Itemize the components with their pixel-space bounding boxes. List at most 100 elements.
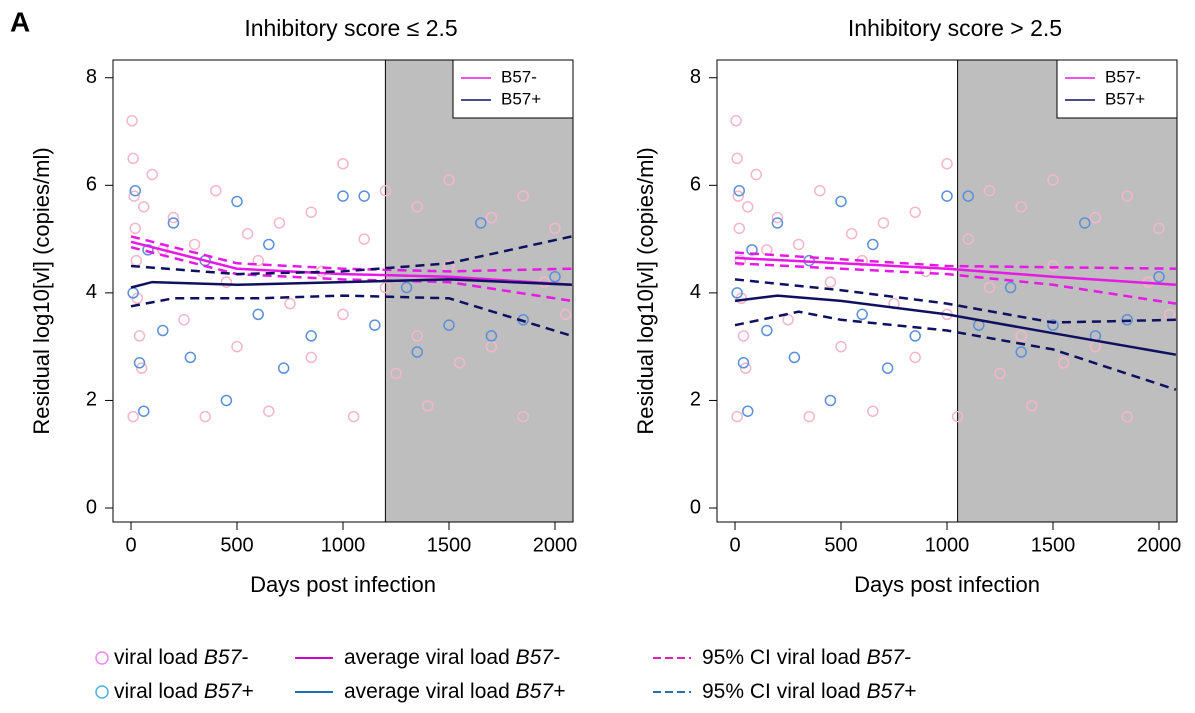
data-point [252,254,264,267]
data-point [835,340,847,353]
data-point [739,362,752,374]
x-axis-label: Days post infection [854,572,1040,597]
data-point [731,152,743,165]
ci-line [734,251,1176,270]
data-point [733,222,746,235]
footer-legend-label: 95% CI viral load B57+ [702,680,916,703]
data-point [231,340,243,353]
footer-legend-label: average viral load B57+ [344,680,565,703]
data-point [400,281,413,294]
data-point [814,184,826,197]
mean-line [130,278,572,289]
data-point [941,190,953,202]
footer-legend-italic: B57+ [204,680,254,703]
data-point [411,201,423,213]
data-point [390,367,402,380]
data-point [741,201,754,213]
data-point [517,190,529,202]
data-point [128,190,140,202]
data-point [231,195,243,208]
data-point [741,405,754,417]
data-point [1015,201,1027,213]
data-point [129,222,142,235]
data-point [1089,211,1102,224]
data-point [263,405,275,417]
ci-line [130,294,573,338]
y-tick-label: 6 [86,174,97,196]
x-tick-label: 1000 [925,534,970,556]
data-point [220,394,233,407]
data-point [761,324,773,337]
legend-box [1056,59,1178,119]
y-axis-label: Residual log10[vl] (copies/ml) [29,147,54,434]
y-tick-label: 2 [86,389,97,411]
data-point [1153,270,1165,283]
legend-label: B57- [1105,67,1141,86]
data-point [358,233,370,245]
data-point [273,217,286,229]
mean-line [734,294,1177,356]
legend-marker [95,685,109,699]
data-point [337,158,349,170]
data-point [983,281,996,294]
data-point [127,410,139,423]
data-point [422,400,434,412]
data-point [881,362,894,374]
y-axis-label: Residual log10[vl] (copies/ml) [633,147,658,434]
footer-legend-text: viral load [114,646,204,669]
data-point [909,206,921,218]
data-point [305,330,317,342]
data-point [559,308,572,321]
data-point [167,211,180,224]
footer-legend-italic: B57- [867,646,911,669]
footer-legend-label: average viral load B57- [344,646,560,669]
data-point [277,362,290,374]
ci-line [734,278,1176,324]
data-point [178,314,190,326]
data-point [126,115,138,127]
data-point [305,351,317,364]
chart-title: Inhibitory score > 2.5 [848,15,1062,41]
data-point [733,184,746,197]
data-point [877,217,890,229]
x-tick-label: 0 [729,534,740,556]
ci-line [130,245,573,303]
data-point [379,281,392,294]
y-tick-label: 0 [690,496,701,518]
data-point [792,238,805,251]
data-point [962,190,974,202]
data-point [909,351,921,364]
data-point [411,346,423,358]
data-point [188,238,201,251]
data-point [1026,400,1038,412]
shaded-region [385,60,573,522]
data-point [951,410,964,423]
y-tick-label: 6 [690,174,701,196]
data-point [731,287,743,299]
data-point [133,357,146,369]
footer-legend-italic: B57- [204,646,248,669]
footer-legend-text: viral load [114,680,204,703]
data-point [1079,217,1091,229]
data-point [856,308,868,321]
data-point [337,190,349,202]
x-tick-label: 2000 [533,534,578,556]
footer-legend-label: viral load B57- [114,646,248,669]
data-point [411,330,423,342]
data-point [824,276,837,288]
legend-label: B57+ [1105,89,1145,108]
data-point [135,362,148,374]
data-point [1004,281,1017,294]
chart-title: Inhibitory score ≤ 2.5 [244,15,457,41]
data-point [771,211,784,224]
data-point [803,410,815,423]
footer-legend-label: viral load B57+ [114,680,254,703]
data-point [485,330,498,342]
data-point [1047,174,1059,186]
data-point [358,190,370,202]
ci-line [130,235,572,273]
ci-line [130,235,573,276]
data-point [475,217,487,229]
data-point [379,184,392,197]
x-tick-label: 0 [125,534,136,556]
